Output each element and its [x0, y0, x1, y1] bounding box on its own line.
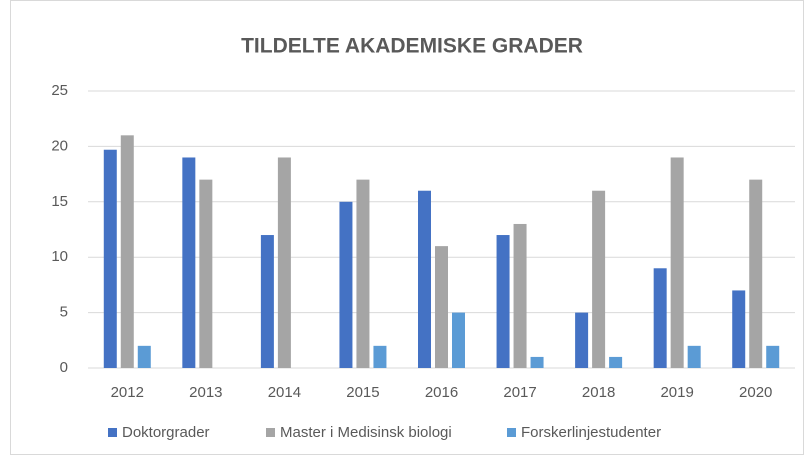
- x-tick-label: 2015: [346, 384, 379, 401]
- x-tick-label: 2017: [503, 384, 536, 401]
- bar: [530, 356, 544, 368]
- bar: [575, 312, 589, 368]
- y-tick-label: 15: [51, 193, 68, 210]
- bar: [749, 179, 763, 368]
- bar: [339, 201, 353, 368]
- legend-swatch: [507, 428, 516, 437]
- bar: [260, 235, 274, 368]
- bar: [452, 312, 465, 368]
- bar: [373, 345, 387, 368]
- bar: [513, 223, 527, 368]
- bar: [496, 235, 510, 368]
- bar: [732, 290, 746, 368]
- bar: [137, 345, 151, 368]
- x-tick-label: 2012: [111, 384, 144, 401]
- y-tick-label: 20: [51, 137, 68, 154]
- bar: [766, 345, 780, 368]
- bar: [199, 179, 213, 368]
- y-tick-label: 0: [60, 359, 68, 376]
- bar: [592, 190, 606, 368]
- y-tick-label: 25: [51, 82, 68, 99]
- bar: [653, 268, 667, 368]
- bar: [670, 157, 684, 368]
- bar: [609, 356, 623, 368]
- x-tick-label: 2014: [268, 384, 301, 401]
- legend-swatch: [266, 428, 275, 437]
- x-tick-label: 2019: [660, 384, 693, 401]
- legend-label: Master i Medisinsk biologi: [280, 424, 452, 441]
- x-tick-label: 2016: [425, 384, 458, 401]
- chart-title: TILDELTE AKADEMISKE GRADER: [241, 35, 583, 58]
- legend-label: Forskerlinjestudenter: [521, 424, 661, 441]
- y-tick-label: 5: [60, 304, 68, 321]
- bar: [103, 149, 117, 368]
- x-tick-label: 2013: [189, 384, 222, 401]
- bar: [687, 345, 701, 368]
- legend-label: Doktorgrader: [122, 424, 210, 441]
- x-tick-label: 2020: [739, 384, 772, 401]
- legend-swatch: [108, 428, 117, 437]
- y-tick-label: 10: [51, 248, 68, 265]
- bar: [120, 135, 134, 368]
- bar: [277, 157, 291, 368]
- bar: [435, 246, 448, 368]
- bar: [182, 157, 196, 368]
- bar: [356, 179, 370, 368]
- x-tick-label: 2018: [582, 384, 615, 401]
- bar: [418, 190, 431, 368]
